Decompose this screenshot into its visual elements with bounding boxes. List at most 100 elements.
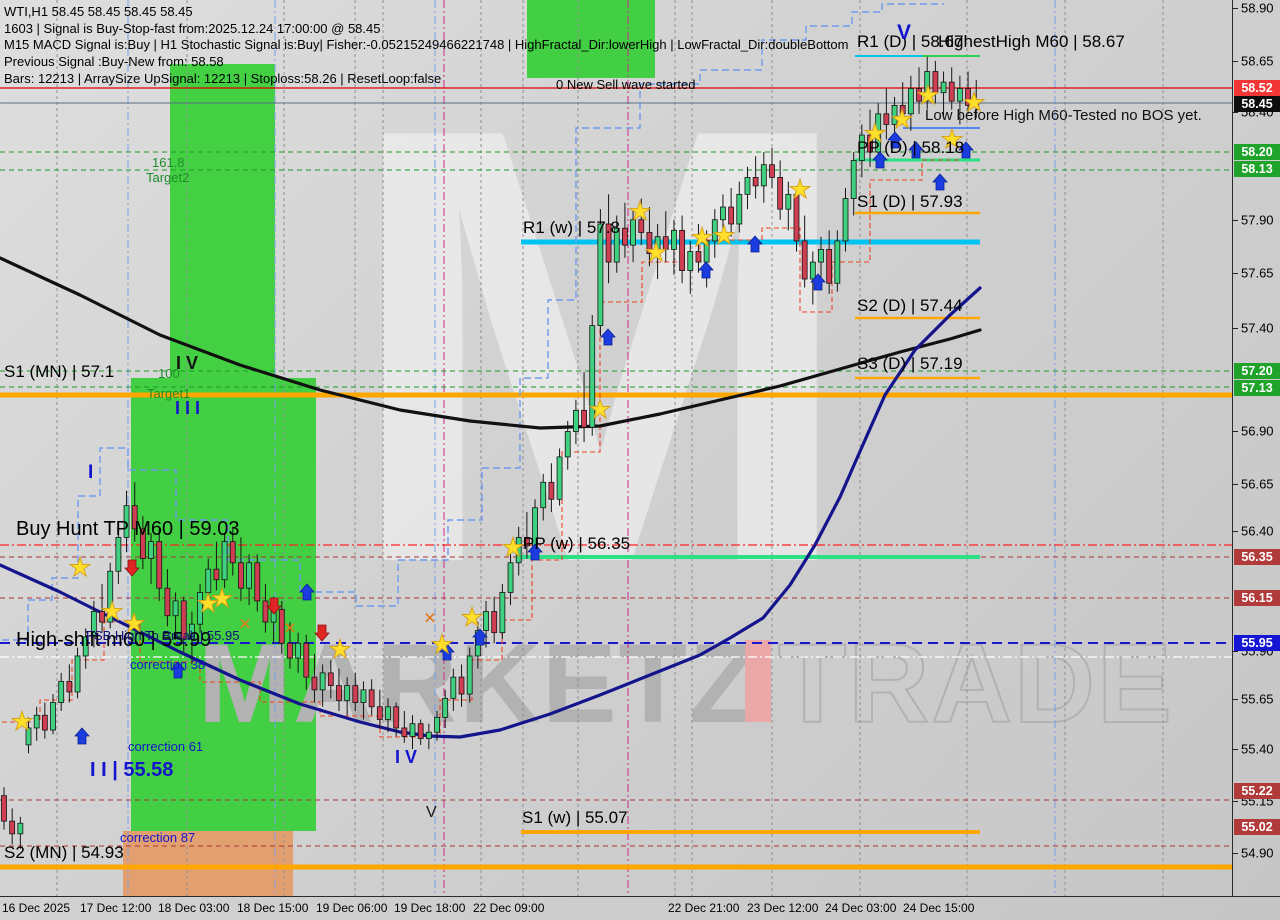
price-tick-mark [1233, 699, 1238, 700]
candle [752, 176, 759, 187]
candle [907, 88, 914, 115]
price-badge: 58.52 [1234, 80, 1280, 96]
star-icon: ★ [588, 395, 611, 425]
price-tick-mark [1233, 484, 1238, 485]
system-message-line: 1603 | Signal is Buy-Stop-fast from:2025… [4, 20, 381, 36]
buy-arrow-icon [932, 173, 948, 191]
star-icon: ★ [962, 88, 985, 118]
x-mark-icon: ✕ [283, 619, 296, 638]
candle [703, 240, 710, 263]
candle [654, 236, 661, 255]
candle [965, 88, 971, 106]
buy-arrow-icon [698, 261, 714, 279]
sell-arrow-icon [124, 559, 140, 577]
system-message-line: M15 MACD Signal is:Buy | H1 Stochastic S… [4, 37, 849, 53]
candle [834, 240, 841, 284]
candle [728, 206, 735, 225]
candle [720, 206, 726, 221]
green-top-rect [527, 0, 655, 78]
candle [82, 636, 89, 657]
candle [221, 541, 228, 581]
candle [760, 164, 767, 187]
price-axis[interactable]: 58.90 58.65 58.40 57.90 57.65 57.40 56.90 56.65… [1232, 0, 1280, 896]
price-tick-mark [1233, 531, 1238, 532]
candle [254, 562, 261, 602]
candle [164, 587, 171, 617]
candle [564, 431, 571, 458]
candle [458, 676, 465, 695]
candle [858, 134, 865, 161]
buy-arrow-icon [600, 328, 616, 346]
price-tick-mark [1233, 8, 1238, 9]
star-icon: ★ [501, 533, 524, 563]
price-tick-mark [1233, 853, 1238, 854]
chart-plot-area[interactable]: M MARKETZ TRADE ★ ★ ★ ★ ★ ★ ★ ★ ★ ★ ★ ★ ★ ★ ★ ★ ★ ★ ★ ★ ★ ✕ ✕ ✕ R1… [0, 0, 1232, 896]
candle [311, 676, 318, 691]
candle [671, 229, 677, 250]
candle [687, 251, 694, 271]
candle [17, 822, 24, 835]
candle [180, 600, 187, 640]
star-icon: ★ [122, 609, 145, 639]
candle [940, 81, 947, 94]
candle [393, 706, 400, 729]
time-axis[interactable]: 16 Dec 2025 17 Dec 12:00 18 Dec 03:00 18 De… [0, 896, 1280, 920]
candle [41, 714, 48, 731]
x-mark-icon: ✕ [238, 615, 251, 634]
candle [622, 227, 628, 246]
star-icon: ★ [644, 238, 667, 268]
candle [630, 219, 636, 246]
buy-arrow-icon [299, 583, 315, 601]
candle [148, 541, 154, 559]
price-tick-label: 56.90 [1241, 423, 1274, 439]
price-tick-mark [1233, 749, 1238, 750]
price-tick-mark [1233, 801, 1238, 802]
buy-arrow-icon [908, 141, 924, 159]
price-badge: 58.13 [1234, 161, 1280, 177]
candle [156, 541, 163, 589]
ma-navy [0, 286, 982, 739]
candle [327, 672, 334, 687]
price-badge: 55.95 [1234, 635, 1280, 651]
candle [368, 689, 375, 708]
price-tick-label: 58.90 [1241, 0, 1274, 16]
sell-arrow-icon [314, 624, 330, 642]
price-badge: 56.15 [1234, 590, 1280, 606]
candle [597, 223, 604, 327]
candle [744, 176, 751, 195]
star-icon: ★ [916, 81, 939, 111]
price-tick-label: 56.65 [1241, 476, 1274, 492]
candle [850, 160, 857, 199]
candle [736, 193, 743, 225]
candle [695, 251, 702, 263]
candle [589, 325, 596, 428]
candle [867, 134, 873, 153]
x-mark-icon: ✕ [423, 609, 436, 628]
time-tick-label: 22 Dec 21:00 [668, 901, 740, 915]
candle [777, 176, 784, 210]
candle [556, 456, 563, 500]
candle [287, 642, 293, 659]
candle [573, 409, 579, 432]
price-badge: 57.13 [1234, 380, 1280, 396]
star-icon: ★ [430, 630, 453, 660]
price-tick-mark [1233, 273, 1238, 274]
watermark-red-bar [745, 640, 771, 722]
candle [25, 727, 32, 746]
buy-arrow-icon [74, 727, 90, 745]
star-icon: ★ [10, 707, 33, 737]
system-message-line: WTI,H1 58.45 58.45 58.45 58.45 [4, 4, 193, 19]
candle [197, 592, 203, 625]
star-icon: ★ [890, 105, 913, 135]
candle [613, 227, 620, 263]
price-tick-mark [1233, 220, 1238, 221]
buy-arrow-icon [872, 151, 888, 169]
candle [932, 71, 939, 94]
candle [679, 229, 686, 271]
price-badge: 58.45 [1234, 96, 1280, 112]
candle [417, 723, 424, 739]
candle [638, 219, 645, 233]
candle [711, 219, 718, 242]
candle [303, 642, 310, 678]
